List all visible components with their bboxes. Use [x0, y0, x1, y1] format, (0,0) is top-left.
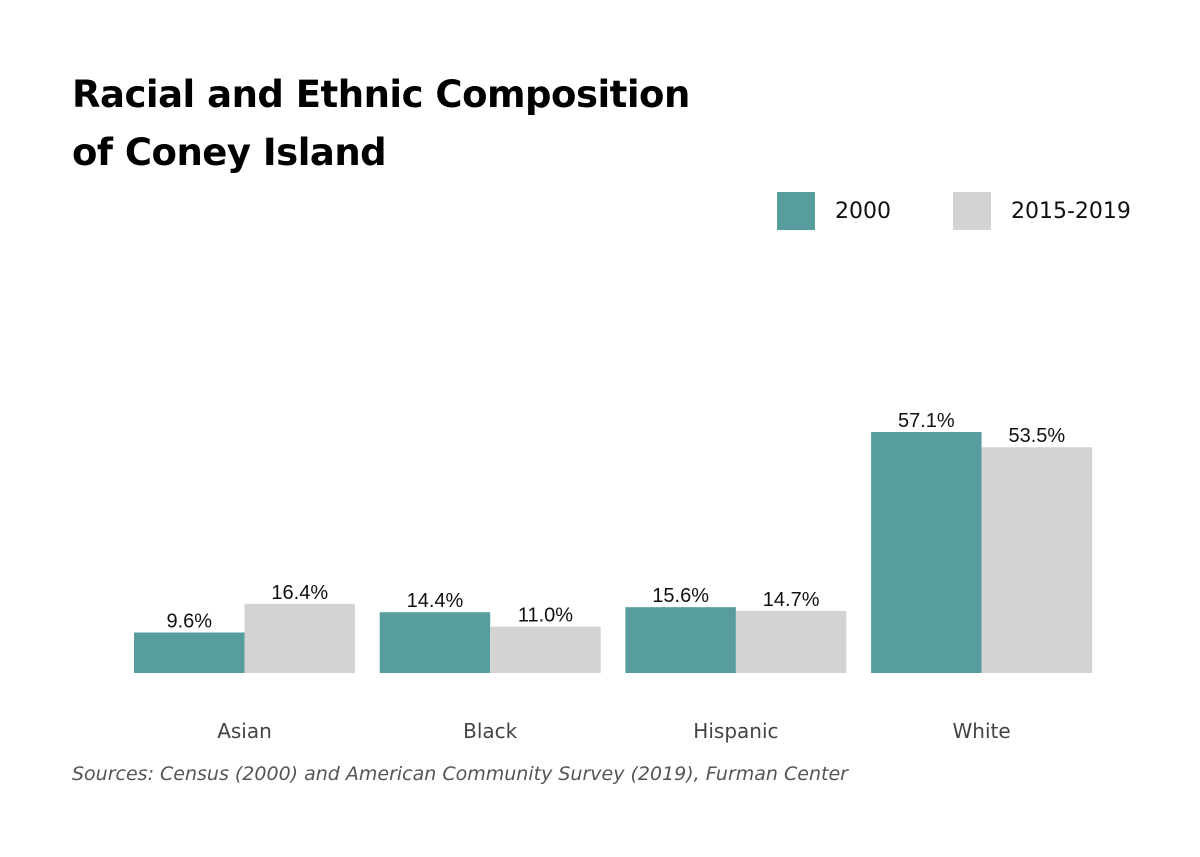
legend-item-2015-2019: 2015-2019 [953, 192, 1131, 230]
legend-item-2000: 2000 [777, 192, 891, 230]
bar-asian-2000 [134, 632, 245, 673]
x-tick-label-white: White [953, 719, 1011, 743]
source-note: Sources: Census (2000) and American Comm… [72, 763, 848, 785]
bar-hispanic-2000 [625, 607, 736, 673]
data-label-white-2000: 57.1% [898, 410, 955, 432]
bar-hispanic-2015-2019 [735, 610, 847, 673]
x-tick-label-hispanic: Hispanic [693, 719, 778, 743]
data-label-hispanic-2015-2019: 14.7% [763, 589, 820, 611]
bar-asian-2015-2019 [244, 603, 355, 673]
bar-black-2015-2019 [490, 626, 601, 673]
data-label-asian-2000: 9.6% [166, 610, 212, 632]
bar-white-2000 [871, 432, 982, 673]
data-label-asian-2015-2019: 16.4% [271, 582, 328, 604]
x-tick-label-asian: Asian [217, 719, 272, 743]
bar-black-2000 [379, 612, 491, 673]
data-label-white-2015-2019: 53.5% [1008, 425, 1065, 447]
data-label-black-2000: 14.4% [407, 590, 464, 612]
chart-title-line-1: Racial and Ethnic Composition [72, 73, 690, 116]
x-tick-label-black: Black [463, 719, 518, 743]
legend-swatch-2000 [777, 192, 815, 230]
legend-label-2015-2019: 2015-2019 [1011, 198, 1131, 224]
data-label-hispanic-2000: 15.6% [652, 585, 709, 607]
chart-title-line-2: of Coney Island [72, 131, 387, 174]
bar-white-2015-2019 [981, 447, 1093, 673]
legend-swatch-2015-2019 [953, 192, 991, 230]
data-label-black-2015-2019: 11.0% [518, 605, 573, 627]
legend-label-2000: 2000 [835, 198, 891, 224]
chart-title: Racial and Ethnic Composition of Coney I… [72, 66, 690, 182]
